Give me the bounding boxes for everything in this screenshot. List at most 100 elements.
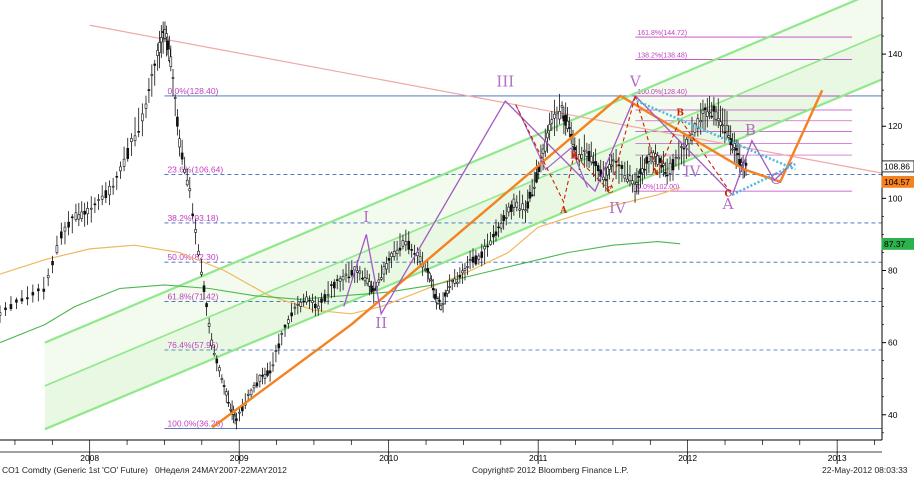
candle-body xyxy=(617,164,621,167)
candle-body xyxy=(93,203,97,206)
candle-body xyxy=(541,148,545,154)
candle-body xyxy=(712,105,716,112)
candle-body xyxy=(111,185,115,188)
candle-body xyxy=(130,138,133,142)
candle-body xyxy=(553,113,556,119)
candle-body xyxy=(205,303,208,308)
candle-body xyxy=(183,168,186,173)
candle-body xyxy=(431,287,435,291)
price-label-box-2 xyxy=(881,238,914,250)
candle-body xyxy=(546,132,549,139)
candle-body xyxy=(255,382,259,387)
candle-body xyxy=(26,297,29,300)
candle-body xyxy=(499,222,503,229)
candle-body xyxy=(363,277,367,282)
candle-body xyxy=(611,159,615,162)
candle-body xyxy=(721,124,724,127)
candle-body xyxy=(194,229,197,233)
candle-body xyxy=(4,307,7,311)
candle-body xyxy=(299,301,303,307)
candle-body xyxy=(398,247,402,251)
candle-body xyxy=(31,292,35,296)
candle-body xyxy=(560,105,564,108)
candle-body xyxy=(450,279,454,282)
wave-label-6: A xyxy=(722,195,734,213)
fib-ext-label-2: 100.0%(128.40) xyxy=(637,89,687,96)
candle-body xyxy=(347,276,351,279)
candle-body xyxy=(380,277,383,280)
candle-body xyxy=(518,208,522,211)
candle-body xyxy=(658,158,662,163)
candle-body xyxy=(173,97,177,99)
candle-body xyxy=(60,231,63,239)
candle-body xyxy=(308,299,311,302)
candle-body xyxy=(166,40,170,51)
x-tick-label-2: 2010 xyxy=(379,453,398,463)
y-tick-label-2: 80 xyxy=(888,265,898,275)
candle-body xyxy=(271,364,275,367)
candle-body xyxy=(502,215,505,222)
candle-body xyxy=(526,201,530,209)
red-correction-path-1 xyxy=(515,95,636,204)
candle-body xyxy=(274,350,278,352)
candle-body xyxy=(401,240,405,247)
wave-label-4: V xyxy=(629,73,642,91)
candle-body xyxy=(645,156,649,164)
candle-body xyxy=(736,153,740,156)
cyan-upper-line xyxy=(636,99,796,171)
candle-body xyxy=(119,166,122,172)
candle-body xyxy=(153,63,157,66)
candle-body xyxy=(338,278,342,282)
candle-body xyxy=(740,162,743,165)
candle-body xyxy=(492,233,495,238)
candle-body xyxy=(305,296,308,303)
wave-label-13: B xyxy=(676,108,684,118)
wave-label-0: I xyxy=(363,208,369,226)
candle-body xyxy=(37,288,40,292)
candle-body xyxy=(533,186,536,189)
candle-body xyxy=(200,271,203,275)
candle-body xyxy=(626,178,629,182)
candle-body xyxy=(423,268,427,271)
candle-body xyxy=(137,131,140,133)
y-tick-label-1: 60 xyxy=(888,338,898,348)
candle-body xyxy=(404,241,408,246)
candle-body xyxy=(126,148,130,159)
candle-body xyxy=(507,206,511,213)
candle-body xyxy=(566,120,569,129)
candle-body xyxy=(333,281,336,289)
fib-main-label-6: 100.0%(36.20) xyxy=(167,418,223,428)
candle-body xyxy=(158,42,161,53)
candle-body xyxy=(287,319,290,324)
fib-ext-label-3: 0.0%(102.00) xyxy=(637,184,679,191)
candle-body xyxy=(515,201,519,208)
fib-main-label-5: 76.4%(57.96) xyxy=(167,340,218,350)
candle-body xyxy=(407,240,411,250)
candle-body xyxy=(614,161,618,163)
candle-body xyxy=(418,256,422,262)
candle-body xyxy=(723,131,727,134)
candle-body xyxy=(610,164,613,167)
candle-body xyxy=(268,370,272,374)
candle-body xyxy=(596,165,600,172)
candle-body xyxy=(55,245,59,253)
price-label-text-1: 104.57 xyxy=(884,177,910,187)
candle-body xyxy=(654,153,657,157)
candle-body xyxy=(385,263,388,270)
candle-body xyxy=(160,37,163,43)
candle-body xyxy=(104,190,108,198)
candle-body xyxy=(326,294,330,296)
candle-body xyxy=(708,111,711,114)
candle-body xyxy=(252,385,256,389)
candle-body xyxy=(233,414,237,417)
candle-body xyxy=(210,339,213,347)
candle-body xyxy=(218,367,221,372)
candle-body xyxy=(458,274,462,278)
candle-body xyxy=(641,168,644,174)
candle-body xyxy=(258,374,262,382)
candle-body xyxy=(197,250,200,256)
fib-ext-label-1: 138.2%(138.48) xyxy=(637,53,687,60)
candle-body xyxy=(168,48,171,61)
candle-body xyxy=(677,156,681,160)
candle-body xyxy=(224,391,228,396)
